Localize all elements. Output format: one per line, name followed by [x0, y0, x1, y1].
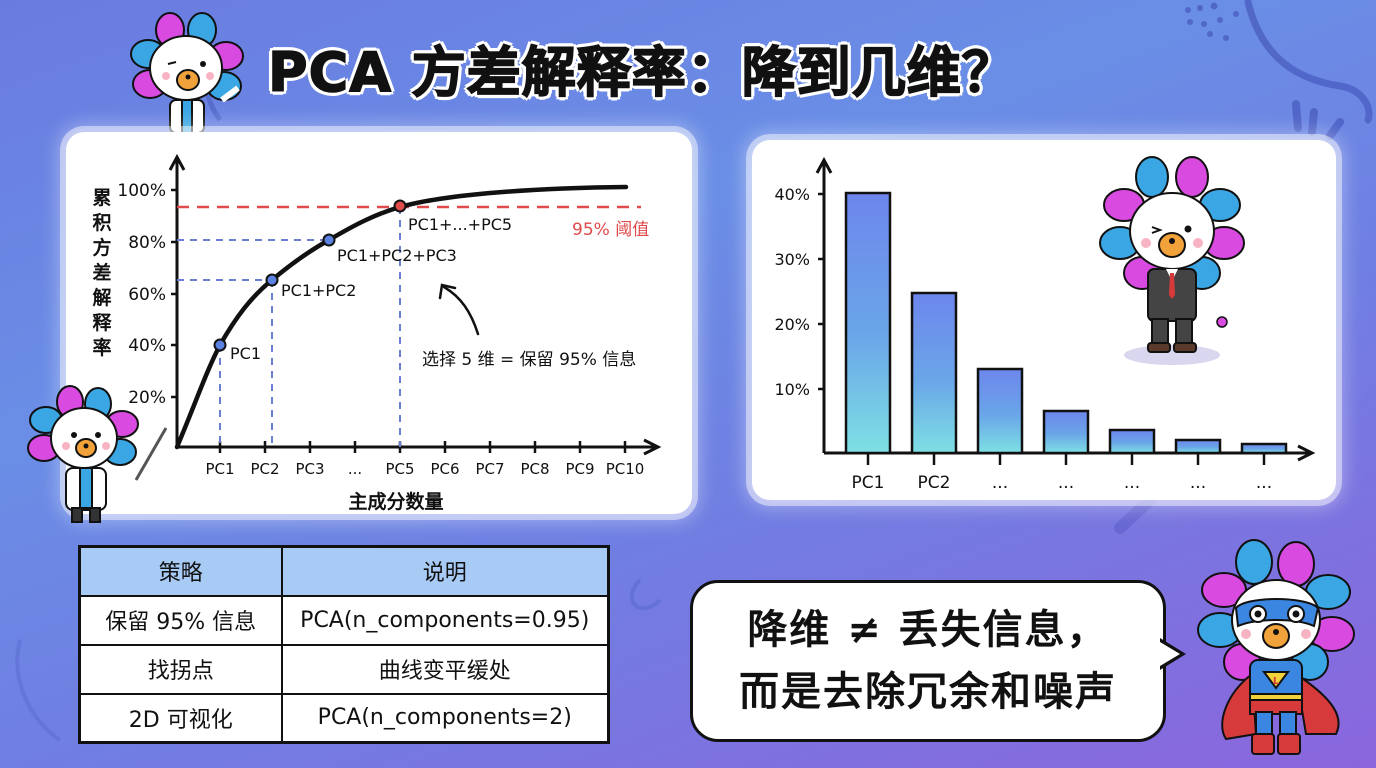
y-tick: 60%: [128, 285, 166, 305]
y-axis-label-char: 释: [92, 312, 112, 334]
header-strategy: 策略: [78, 545, 283, 597]
bubble-tail-inner: [1160, 642, 1180, 666]
cumulative-variance-chart: 100% 80% 60% 40% 20% 累 积 方 差 解 释 率 PC1 P…: [92, 153, 662, 513]
x-tick: ...: [1124, 473, 1140, 493]
bar-7: [1240, 442, 1288, 455]
x-tick: PC9: [565, 460, 594, 478]
x-tick: PC8: [520, 460, 549, 478]
y-tick: 80%: [128, 233, 166, 253]
y-tick: 40%: [128, 336, 166, 356]
svg-text:L: L: [1273, 676, 1280, 687]
bubble-line-2: 而是去除冗余和噪声: [739, 669, 1117, 715]
point-label: PC1+PC2: [281, 281, 356, 300]
x-tick: PC1: [205, 460, 234, 478]
point-label: PC1+PC2+PC3: [337, 246, 457, 265]
individual-variance-chart: 40% 30% 20% 10% PC1 PC2 ... ... ... ... …: [774, 156, 1316, 493]
x-tick: ...: [992, 473, 1008, 493]
y-tick: 100%: [117, 181, 166, 201]
table-header-row: 策略 说明: [78, 545, 610, 597]
strategy-table: 策略 说明 保留 95% 信息 PCA(n_components=0.95) 找…: [78, 545, 610, 744]
cell-strategy: 2D 可视化: [78, 692, 283, 744]
x-axis-label: 主成分数量: [348, 490, 443, 513]
x-tick: ...: [1058, 473, 1074, 493]
cumulative-variance-panel: [66, 132, 692, 514]
business-suit-mascot-icon: [1099, 156, 1245, 365]
cell-description: PCA(n_components=0.95): [280, 594, 610, 646]
page-title: PCA 方差解释率：降到几维？: [267, 40, 1017, 105]
cell-description: PCA(n_components=2): [280, 692, 610, 744]
table-row: 2D 可视化 PCA(n_components=2): [78, 692, 610, 744]
y-axis-label-char: 率: [92, 336, 111, 359]
y-axis-label-char: 差: [92, 261, 111, 284]
cell-description: 曲线变平缓处: [280, 643, 610, 695]
x-tick: ...: [1190, 473, 1206, 493]
y-tick: 10%: [774, 380, 810, 399]
cell-strategy: 保留 95% 信息: [78, 594, 283, 646]
speech-bubble: 降维 ≠ 丢失信息， 而是去除冗余和噪声: [690, 580, 1166, 742]
x-tick: ...: [348, 460, 362, 478]
x-tick: PC2: [250, 460, 279, 478]
superhero-mascot-icon: L: [1197, 539, 1355, 755]
bar-pc1: [844, 191, 892, 455]
x-tick: PC6: [430, 460, 459, 478]
y-axis-label-char: 积: [92, 212, 111, 234]
scientist-mascot-pointing-icon: [130, 12, 244, 133]
bar-pc2: [910, 291, 958, 455]
x-tick: PC1: [852, 473, 885, 493]
bar-6: [1174, 438, 1222, 455]
cell-strategy: 找拐点: [78, 643, 283, 695]
x-tick: PC2: [918, 473, 951, 493]
bar-3: [976, 367, 1024, 455]
threshold-label: 95% 阈值: [572, 220, 649, 240]
point-label: PC1+...+PC5: [408, 215, 512, 234]
x-tick: PC3: [295, 460, 324, 478]
x-tick: PC10: [606, 460, 645, 478]
y-tick: 40%: [774, 185, 810, 204]
y-tick: 30%: [774, 250, 810, 269]
bar-4: [1042, 409, 1090, 455]
y-tick: 20%: [774, 315, 810, 334]
scientist-mascot-with-pointer-icon: [27, 385, 168, 523]
annotation: 选择 5 维 = 保留 95% 信息: [422, 350, 636, 370]
table-row: 找拐点 曲线变平缓处: [78, 643, 610, 695]
y-axis-label-char: 累: [92, 187, 111, 209]
x-tick: PC5: [385, 460, 414, 478]
x-tick: ...: [1256, 473, 1272, 493]
bar-5: [1108, 428, 1156, 455]
point-label: PC1: [230, 344, 261, 363]
y-axis-label-char: 解: [92, 286, 111, 309]
x-tick: PC7: [475, 460, 504, 478]
bubble-line-1: 降维 ≠ 丢失信息，: [747, 607, 1109, 653]
table-row: 保留 95% 信息 PCA(n_components=0.95): [78, 594, 610, 646]
y-axis-label-char: 方: [92, 236, 111, 259]
header-description: 说明: [280, 545, 610, 597]
y-tick: 20%: [128, 388, 166, 408]
